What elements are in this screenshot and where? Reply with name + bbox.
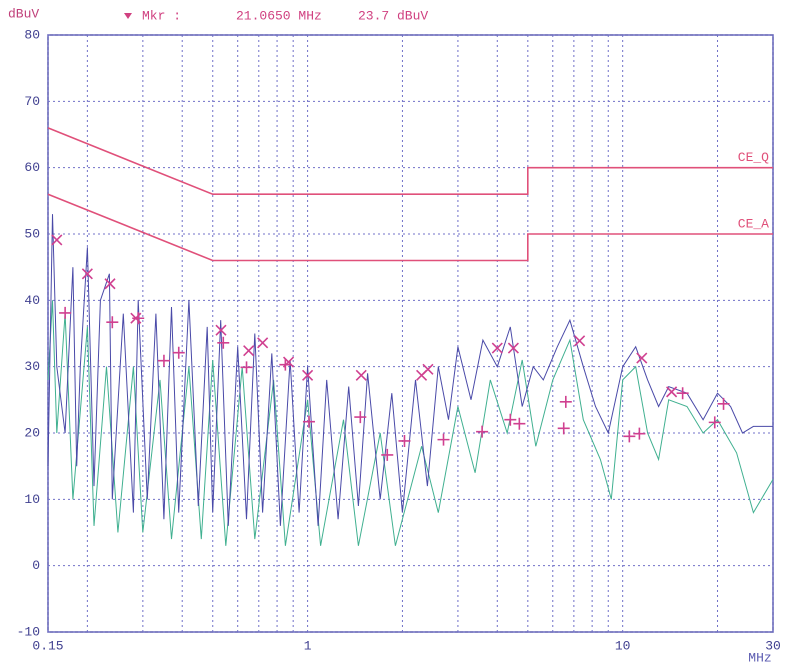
data-marker (257, 337, 269, 349)
data-marker (51, 234, 63, 246)
trace (47, 214, 773, 526)
trace (47, 193, 773, 262)
data-marker (132, 312, 145, 325)
data-marker (437, 433, 450, 446)
data-marker (574, 335, 586, 347)
data-marker (240, 361, 253, 374)
limit-label: CE_A (738, 216, 769, 231)
data-marker (513, 417, 526, 430)
y-tick-label: 50 (24, 226, 40, 241)
data-marker (559, 395, 572, 408)
limit-label: CE_Q (738, 150, 769, 165)
data-marker (279, 358, 292, 371)
data-marker (557, 422, 570, 435)
data-marker (302, 415, 315, 428)
x-tick-label: 0.15 (32, 638, 63, 653)
data-marker (302, 369, 314, 381)
data-marker (636, 352, 648, 364)
data-marker (633, 427, 646, 440)
marker-frequency: 21.0650 MHz (236, 8, 322, 23)
trace (47, 127, 773, 195)
data-marker (355, 369, 367, 381)
data-marker (504, 413, 517, 426)
data-marker (676, 387, 689, 400)
y-tick-label: 80 (24, 27, 40, 42)
data-marker (157, 354, 170, 367)
y-axis-label: dBuV (8, 6, 39, 21)
data-marker (422, 363, 434, 375)
data-marker (217, 336, 230, 349)
data-marker (666, 386, 678, 398)
data-marker (59, 306, 72, 319)
data-marker (491, 342, 503, 354)
x-tick-label: 30 (765, 638, 781, 653)
x-tick-label: 1 (304, 638, 312, 653)
data-marker (172, 346, 185, 359)
data-marker (398, 434, 411, 447)
marker-level: 23.7 dBuV (358, 8, 428, 23)
y-tick-label: 60 (24, 160, 40, 175)
data-marker (215, 324, 227, 336)
y-tick-label: 30 (24, 359, 40, 374)
y-tick-label: 20 (24, 425, 40, 440)
data-marker (354, 411, 367, 424)
data-marker (476, 425, 489, 438)
data-marker (623, 430, 636, 443)
data-marker (507, 342, 519, 354)
y-tick-label: 70 (24, 94, 40, 109)
data-marker (106, 316, 119, 329)
marker-label: Mkr : (142, 8, 181, 23)
y-tick-label: 10 (24, 492, 40, 507)
data-marker (708, 416, 721, 429)
data-marker (81, 268, 93, 280)
data-marker (243, 345, 255, 357)
marker-icon (124, 13, 132, 19)
y-tick-label: 0 (32, 558, 40, 573)
data-marker (717, 397, 730, 410)
plot-frame (47, 34, 774, 633)
x-axis-label: MHz (748, 650, 771, 665)
data-marker (381, 448, 394, 461)
trace (47, 300, 774, 546)
data-marker (104, 278, 116, 290)
y-tick-label: 40 (24, 293, 40, 308)
x-tick-label: 10 (615, 638, 631, 653)
y-tick-label: -10 (17, 624, 40, 639)
